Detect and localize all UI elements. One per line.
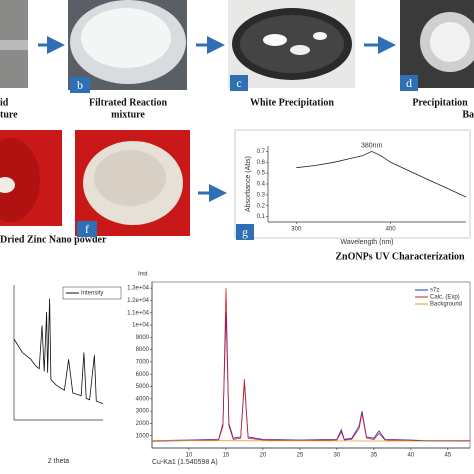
caption: Dried Zinc Nano powder [0, 234, 107, 245]
y-tick-label: 5000 [136, 384, 150, 390]
x-tick-label: 20 [260, 453, 267, 459]
series-line [296, 150, 467, 198]
y-tick-label: 3000 [136, 409, 150, 415]
legend-box [62, 286, 122, 300]
photo-b [68, 0, 187, 90]
photo-a [0, 0, 28, 88]
series-line [151, 440, 471, 442]
y-tick-label: 6000 [136, 372, 150, 378]
legend-label: Intensity [81, 291, 103, 297]
label-box [236, 224, 254, 240]
panel-g [234, 129, 471, 239]
photo-f [75, 130, 190, 236]
caption: id [0, 97, 9, 108]
panel-label: d [406, 76, 412, 90]
y-tick-label: 0.7 [257, 149, 266, 155]
x-tick-label: 400 [386, 227, 397, 233]
y-tick-label: 0.3 [257, 192, 266, 198]
y-tick-label: 9000 [136, 335, 150, 341]
panel-label: g [242, 225, 248, 239]
caption: mixture [111, 109, 145, 120]
photo-e [0, 130, 62, 226]
caption: Ba [462, 109, 474, 120]
x-tick-label: 25 [297, 453, 304, 459]
x-tick-label: 15 [223, 453, 230, 459]
label-box [230, 75, 248, 91]
y-axis-title: Absorbance (Abs) [245, 156, 252, 212]
caption: ZnONPs UV Characterization [335, 251, 465, 262]
panel-label: c [236, 76, 241, 90]
series-line [151, 288, 470, 442]
x-tick-label: 35 [371, 453, 378, 459]
x-tick-label: 300 [291, 227, 302, 233]
x-tick-label: 10 [186, 453, 193, 459]
y-tick-label: 4000 [136, 396, 150, 402]
y-tick-label: 0.2 [257, 203, 266, 209]
y-tick-label: 1.1e+04 [127, 310, 150, 316]
y-tick-label: 0.6 [257, 160, 266, 166]
label-box [77, 221, 97, 237]
legend-label: Calc. (Exp) [430, 295, 460, 301]
legend-label: s7z [430, 288, 439, 294]
series-line [13, 298, 104, 405]
x-tick-label: 30 [334, 453, 341, 459]
panel-label: f [85, 222, 89, 236]
y-tick-label: 8000 [136, 347, 150, 353]
photo-c [228, 0, 355, 88]
caption: ture [0, 109, 18, 120]
arrows [38, 36, 396, 202]
caption: Filtrated Reaction [89, 97, 167, 108]
x-tick-label: 45 [444, 453, 451, 459]
y-tick-label: 0.4 [257, 182, 266, 188]
y-tick-label: 1e+04 [132, 323, 150, 329]
y-axis-title: Inst [138, 272, 148, 278]
caption: Precipitation [412, 97, 468, 108]
x-axis-title: Cu-Ka1 (1.540598 A) [152, 459, 218, 466]
y-tick-label: 7000 [136, 360, 150, 366]
y-tick-label: 2000 [136, 421, 150, 427]
y-tick-label: 0.5 [257, 171, 266, 177]
xrd-frame [151, 281, 471, 449]
photo-d [400, 0, 474, 88]
caption: White Precipitation [250, 97, 334, 108]
y-tick-label: 1.2e+04 [127, 298, 150, 304]
x-tick-label: 40 [407, 453, 414, 459]
legend-label: Background [430, 302, 462, 308]
y-tick-label: 1.3e+04 [127, 286, 150, 292]
x-axis-title: Wavelength (nm) [340, 239, 393, 246]
y-tick-label: 0.1 [257, 214, 266, 220]
annotation: 380nm [361, 142, 383, 149]
label-box [400, 75, 418, 91]
panel-label: b [77, 78, 83, 92]
series-line [151, 312, 470, 441]
x-axis-title: 2 theta [48, 458, 70, 465]
label-box [70, 77, 90, 93]
y-tick-label: 1000 [136, 433, 150, 439]
